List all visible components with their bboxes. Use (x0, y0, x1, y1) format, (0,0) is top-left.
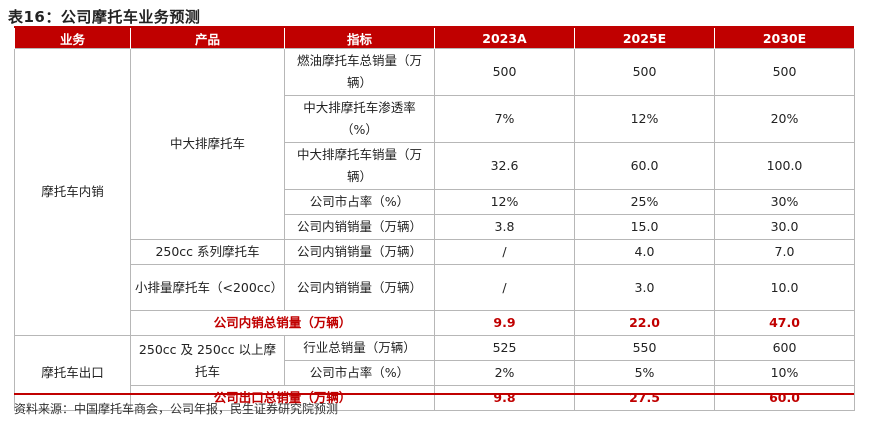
table-row: 小排量摩托车（<200cc） 公司内销销量（万辆） / 3.0 10.0 (15, 264, 855, 311)
header-product: 产品 (130, 28, 285, 49)
value-2030e: 30% (714, 189, 855, 215)
value-2025e: 550 (574, 335, 715, 361)
value-2025e: 12% (574, 95, 715, 143)
value-2023a: 3.8 (434, 214, 575, 240)
value-2023a: 7% (434, 95, 575, 143)
value-2023a: / (434, 264, 575, 311)
value-2023a: 32.6 (434, 142, 575, 190)
total-2025e: 27.5 (574, 385, 715, 411)
metric-cell: 燃油摩托车总销量（万辆） (284, 48, 435, 96)
domestic-total-row: 公司内销总销量（万辆） 9.9 22.0 47.0 (15, 310, 855, 336)
top-rule (14, 26, 854, 28)
metric-cell: 公司内销销量（万辆） (284, 239, 435, 265)
table-row: 摩托车出口 250cc 及 250cc 以上摩托车 行业总销量（万辆） 525 … (14, 335, 855, 411)
table-row: 公司市占率（%） 12% 25% 30% (15, 189, 855, 215)
value-2030e: 10.0 (714, 264, 855, 311)
table-row: 摩托车内销 中大排摩托车 燃油摩托车总销量（万辆） 500 500 500 (14, 48, 855, 336)
value-2030e: 20% (714, 95, 855, 143)
value-2030e: 7.0 (714, 239, 855, 265)
source-footnote: 资料来源：中国摩托车商会，公司年报，民生证券研究院预测 (14, 402, 339, 416)
metric-cell: 公司内销销量（万辆） (284, 214, 435, 240)
metric-cell: 公司内销销量（万辆） (284, 264, 435, 311)
header-metric: 指标 (284, 28, 435, 49)
metric-cell: 中大排摩托车销量（万辆） (284, 142, 435, 190)
header-2025e: 2025E (574, 28, 715, 49)
metric-cell: 公司市占率（%） (284, 189, 435, 215)
table-row: 中大排摩托车销量（万辆） 32.6 60.0 100.0 (15, 142, 855, 190)
table-row: 中大排摩托车渗透率（%） 7% 12% 20% (15, 95, 855, 143)
domestic-total-label: 公司内销总销量（万辆） (130, 310, 435, 336)
value-2030e: 500 (714, 48, 855, 96)
total-2023a: 9.9 (434, 310, 575, 336)
value-2030e: 10% (714, 360, 855, 386)
total-2030e: 47.0 (714, 310, 855, 336)
value-2023a: 525 (434, 335, 575, 361)
table-row: 公司内销销量（万辆） 3.8 15.0 30.0 (15, 214, 855, 240)
metric-cell: 公司市占率（%） (284, 360, 435, 386)
value-2023a: 500 (434, 48, 575, 96)
value-2030e: 600 (714, 335, 855, 361)
header-business: 业务 (14, 28, 131, 49)
header-2023a: 2023A (434, 28, 575, 49)
value-2025e: 25% (574, 189, 715, 215)
table-row: 公司市占率（%） 2% 5% 10% (15, 360, 855, 386)
bottom-rule (14, 393, 854, 395)
total-2030e: 60.0 (714, 385, 855, 411)
value-2025e: 60.0 (574, 142, 715, 190)
header-2030e: 2030E (714, 28, 855, 49)
total-2025e: 22.0 (574, 310, 715, 336)
value-2025e: 15.0 (574, 214, 715, 240)
metric-cell: 行业总销量（万辆） (284, 335, 435, 361)
header-row: 业务 产品 指标 2023A 2025E 2030E (14, 28, 855, 49)
table-title: 表16：公司摩托车业务预测 (8, 8, 201, 26)
value-2023a: 2% (434, 360, 575, 386)
product-small: 小排量摩托车（<200cc） (130, 264, 285, 311)
value-2030e: 30.0 (714, 214, 855, 240)
value-2023a: 12% (434, 189, 575, 215)
metric-cell: 中大排摩托车渗透率（%） (284, 95, 435, 143)
value-2025e: 3.0 (574, 264, 715, 311)
group-domestic: 摩托车内销 (14, 48, 131, 336)
product-mid-large: 中大排摩托车 (130, 48, 285, 240)
value-2023a: / (434, 239, 575, 265)
value-2025e: 4.0 (574, 239, 715, 265)
forecast-table: 业务 产品 指标 2023A 2025E 2030E 摩托车内销 中大排摩托车 … (14, 28, 855, 411)
value-2025e: 500 (574, 48, 715, 96)
value-2030e: 100.0 (714, 142, 855, 190)
product-250cc: 250cc 系列摩托车 (130, 239, 285, 265)
table-row: 250cc 系列摩托车 公司内销销量（万辆） / 4.0 7.0 (15, 239, 855, 265)
product-export-250: 250cc 及 250cc 以上摩托车 (130, 335, 285, 386)
value-2025e: 5% (574, 360, 715, 386)
total-2023a: 9.8 (434, 385, 575, 411)
group-export: 摩托车出口 (14, 335, 131, 411)
